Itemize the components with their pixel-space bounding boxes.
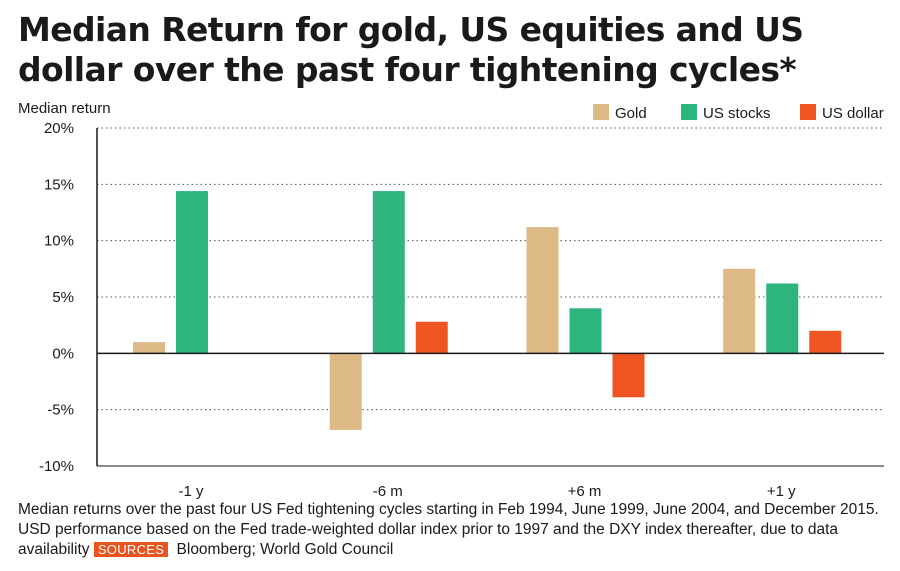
- bar-us-stocks: [176, 191, 208, 354]
- legend-swatch: [681, 104, 697, 120]
- footnote-text: Median returns over the past four US Fed…: [18, 501, 879, 558]
- y-tick-label: 20%: [44, 120, 74, 137]
- x-tick-label: -6 m: [373, 483, 403, 500]
- sources-text: Bloomberg; World Gold Council: [176, 541, 394, 558]
- y-tick-label: 10%: [44, 233, 74, 250]
- legend-swatch: [593, 104, 609, 120]
- sources-tag: SOURCES: [93, 542, 169, 557]
- y-tick-label: -5%: [47, 402, 74, 419]
- bar-gold: [526, 227, 559, 354]
- bar-chart: Median return 20%15%10%5%0%-5%-10% -1 y-…: [18, 100, 884, 500]
- bar-gold: [133, 342, 165, 354]
- x-tick-labels: -1 y -6 m +6 m +1 y: [178, 483, 796, 500]
- y-tick-label: 0%: [52, 345, 74, 362]
- bar-us-dollar: [612, 353, 645, 398]
- title-line-2: dollar over the past four tightening cyc…: [18, 50, 797, 89]
- bar-us-stocks: [569, 308, 602, 354]
- y-tick-label: -10%: [39, 458, 74, 475]
- footnote: Median returns over the past four US Fed…: [18, 500, 888, 560]
- bar-gold: [723, 268, 756, 354]
- bar-us-stocks: [372, 191, 405, 354]
- y-tick-labels: 20% 15% 10% 5% 0% -5% -10%: [39, 120, 74, 475]
- legend-label: US dollar: [822, 105, 884, 122]
- y-tick-label: 15%: [44, 176, 74, 193]
- legend-swatch: [800, 104, 816, 120]
- legend-label: Gold: [615, 105, 647, 122]
- x-tick-label: -1 y: [178, 483, 204, 500]
- legend: Gold US stocks US dollar: [593, 104, 884, 122]
- x-tick-label: +6 m: [568, 483, 602, 500]
- title-line-1: Median Return for gold, US equities and …: [18, 10, 804, 49]
- bar-gold: [329, 353, 362, 430]
- y-axis-label: Median return: [18, 100, 111, 117]
- y-tick-label: 5%: [52, 289, 74, 306]
- bars: [133, 191, 842, 430]
- bar-us-dollar: [809, 330, 842, 354]
- bar-us-stocks: [766, 283, 799, 354]
- bar-us-dollar: [415, 321, 448, 354]
- chart-title: Median Return for gold, US equities and …: [18, 10, 888, 90]
- gridlines: [97, 127, 884, 411]
- x-tick-label: +1 y: [767, 483, 796, 500]
- legend-label: US stocks: [703, 105, 771, 122]
